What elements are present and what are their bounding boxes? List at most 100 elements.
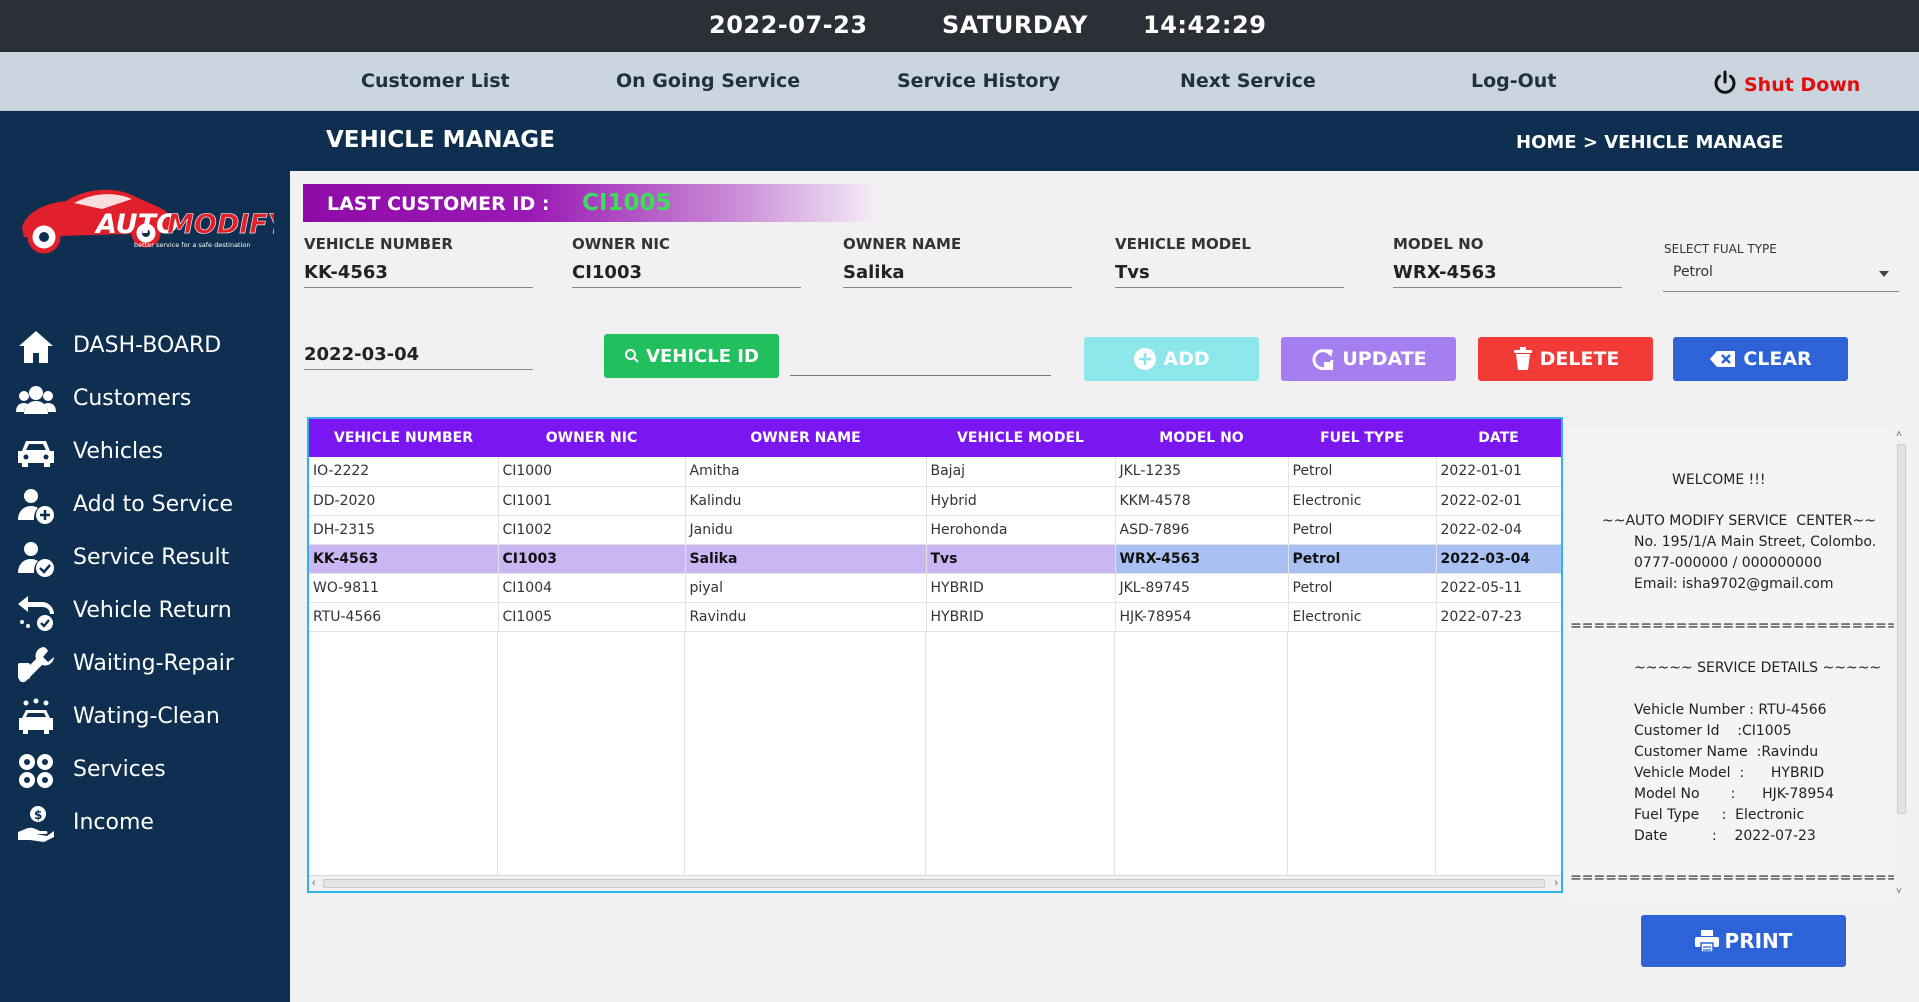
scroll-thumb[interactable] (1897, 444, 1906, 814)
column-header-date[interactable]: DATE (1478, 430, 1519, 446)
sidebar-item-vehicles[interactable]: Vehicles (16, 429, 286, 475)
table-cell[interactable]: WO-9811 (309, 573, 499, 603)
nav-ongoing-service[interactable]: On Going Service (616, 70, 801, 92)
table-cell[interactable]: Petrol (1288, 573, 1437, 603)
table-row[interactable]: RTU-4566 CI1005 Ravindu HYBRID HJK-78954 Elec… (309, 602, 1561, 632)
table-cell[interactable]: DH-2315 (309, 515, 499, 545)
table-cell[interactable]: Bajaj (926, 457, 1116, 487)
table-cell[interactable]: Hybrid (926, 486, 1116, 516)
table-cell[interactable]: CI1005 (498, 602, 686, 632)
table-cell[interactable]: Herohonda (926, 515, 1116, 545)
table-cell[interactable]: ASD-7896 (1115, 515, 1289, 545)
table-cell[interactable]: DD-2020 (309, 486, 499, 516)
sidebar-item-service-result[interactable]: Service Result (16, 535, 286, 581)
table-cell[interactable]: CI1002 (498, 515, 686, 545)
vehicle-id-input[interactable] (790, 346, 1051, 376)
logo-text-modify: MODIFY (167, 209, 274, 240)
table-cell[interactable]: 2022-05-11 (1436, 573, 1561, 603)
print-button[interactable]: PRINT (1641, 915, 1846, 967)
table-cell[interactable]: 2022-02-01 (1436, 486, 1561, 516)
date-field[interactable]: 2022-03-04 (304, 340, 533, 370)
sidebar-item-vehicle-return[interactable]: Vehicle Return (16, 588, 286, 634)
receipt-vertical-scrollbar[interactable]: ˄ ˅ (1894, 428, 1909, 898)
table-cell[interactable]: Petrol (1288, 515, 1437, 545)
vehicle-id-search-button[interactable]: VEHICLE ID (604, 334, 779, 378)
table-cell[interactable]: KKM-4578 (1115, 486, 1289, 516)
table-cell[interactable]: Petrol (1288, 457, 1437, 487)
scroll-up-icon[interactable]: ˄ (1896, 429, 1902, 440)
sidebar-item-dashboard[interactable]: DASH-BOARD (16, 323, 286, 369)
column-header-vehicle-model[interactable]: VEHICLE MODEL (957, 430, 1084, 446)
vehicle-number-field[interactable]: KK-4563 (304, 258, 533, 288)
delete-button[interactable]: DELETE (1478, 337, 1653, 381)
table-cell[interactable]: piyal (685, 573, 927, 603)
scroll-down-icon[interactable]: ˅ (1896, 886, 1902, 897)
scroll-right-icon[interactable]: › (1554, 877, 1558, 889)
table-cell[interactable]: CI1004 (498, 573, 686, 603)
table-cell[interactable]: Salika (685, 544, 927, 574)
table-cell[interactable]: CI1003 (498, 544, 686, 574)
table-cell[interactable]: Ravindu (685, 602, 927, 632)
fuel-type-select[interactable]: Petrol (1663, 258, 1899, 292)
table-cell[interactable]: 2022-02-04 (1436, 515, 1561, 545)
column-header-owner-nic[interactable]: OWNER NIC (545, 430, 638, 446)
owner-nic-field[interactable]: CI1003 (572, 258, 801, 288)
owner-name-field[interactable]: Salika (843, 258, 1072, 288)
shut-down-button[interactable]: Shut Down (1712, 70, 1860, 96)
table-cell[interactable]: RTU-4566 (309, 602, 499, 632)
table-cell[interactable]: JKL-89745 (1115, 573, 1289, 603)
table-cell[interactable]: IO-2222 (309, 457, 499, 487)
table-cell[interactable]: JKL-1235 (1115, 457, 1289, 487)
receipt-text-area[interactable]: WELCOME !!! ~~AUTO MODIFY SERVICE CENTER… (1568, 428, 1899, 898)
column-header-vehicle-number[interactable]: VEHICLE NUMBER (334, 430, 473, 446)
table-cell[interactable]: Amitha (685, 457, 927, 487)
table-horizontal-scrollbar[interactable]: ‹ › (309, 875, 1561, 891)
table-cell[interactable]: Tvs (926, 544, 1116, 574)
table-cell[interactable]: Electronic (1288, 486, 1437, 516)
add-button[interactable]: ADD (1084, 337, 1259, 381)
column-header-model-no[interactable]: MODEL NO (1159, 430, 1244, 446)
money-hand-icon: $ (18, 806, 54, 842)
add-label: ADD (1163, 348, 1210, 370)
table-row[interactable]: DD-2020 CI1001 Kalindu Hybrid KKM-4578 Electr… (309, 486, 1561, 516)
clear-button[interactable]: CLEAR (1673, 337, 1848, 381)
sidebar-item-add-to-service[interactable]: Add to Service (16, 482, 286, 528)
table-cell[interactable]: WRX-4563 (1115, 544, 1289, 574)
table-cell[interactable]: HJK-78954 (1115, 602, 1289, 632)
table-cell[interactable]: HYBRID (926, 573, 1116, 603)
sidebar-item-income[interactable]: $ Income (16, 800, 286, 846)
table-cell[interactable]: 2022-03-04 (1436, 544, 1561, 574)
scroll-left-icon[interactable]: ‹ (312, 877, 316, 889)
table-cell[interactable]: 2022-01-01 (1436, 457, 1561, 487)
table-cell[interactable]: Electronic (1288, 602, 1437, 632)
breadcrumb-home[interactable]: HOME (1516, 132, 1577, 153)
table-cell[interactable]: CI1001 (498, 486, 686, 516)
table-cell[interactable]: Kalindu (685, 486, 927, 516)
scroll-thumb[interactable] (323, 879, 1545, 888)
table-row[interactable]: IO-2222 CI1000 Amitha Bajaj JKL-1235 Petrol 20… (309, 457, 1561, 487)
table-cell[interactable]: Janidu (685, 515, 927, 545)
table-cell[interactable]: KK-4563 (309, 544, 499, 574)
update-button[interactable]: UPDATE (1281, 337, 1456, 381)
sidebar-item-waiting-clean[interactable]: Wating-Clean (16, 694, 286, 740)
table-cell[interactable]: CI1000 (498, 457, 686, 487)
sidebar-item-waiting-repair[interactable]: Waiting-Repair (16, 641, 286, 687)
sidebar-item-customers[interactable]: Customers (16, 376, 286, 422)
column-header-owner-name[interactable]: OWNER NAME (750, 430, 861, 446)
trash-icon (1513, 347, 1532, 370)
vehicle-model-field[interactable]: Tvs (1115, 258, 1344, 288)
table-cell[interactable]: HYBRID (926, 602, 1116, 632)
table-cell[interactable]: Petrol (1288, 544, 1437, 574)
table-cell[interactable]: 2022-07-23 (1436, 602, 1561, 632)
nav-log-out[interactable]: Log-Out (1471, 70, 1557, 92)
column-header-fuel-type[interactable]: FUEL TYPE (1320, 430, 1404, 446)
vehicle-table[interactable]: VEHICLE NUMBER OWNER NIC OWNER NAME VEHI… (307, 417, 1563, 893)
nav-service-history[interactable]: Service History (897, 70, 1061, 92)
table-row[interactable]: DH-2315 CI1002 Janidu Herohonda ASD-7896 Petr… (309, 515, 1561, 545)
sidebar-item-services[interactable]: Services (16, 747, 286, 793)
table-row[interactable]: WO-9811 CI1004 piyal HYBRID JKL-89745 Petrol 2… (309, 573, 1561, 603)
nav-next-service[interactable]: Next Service (1180, 70, 1316, 92)
table-row[interactable]: KK-4563 CI1003 Salika Tvs WRX-4563 Petrol 2022… (309, 544, 1561, 574)
model-no-field[interactable]: WRX-4563 (1393, 258, 1622, 288)
nav-customer-list[interactable]: Customer List (361, 70, 510, 92)
